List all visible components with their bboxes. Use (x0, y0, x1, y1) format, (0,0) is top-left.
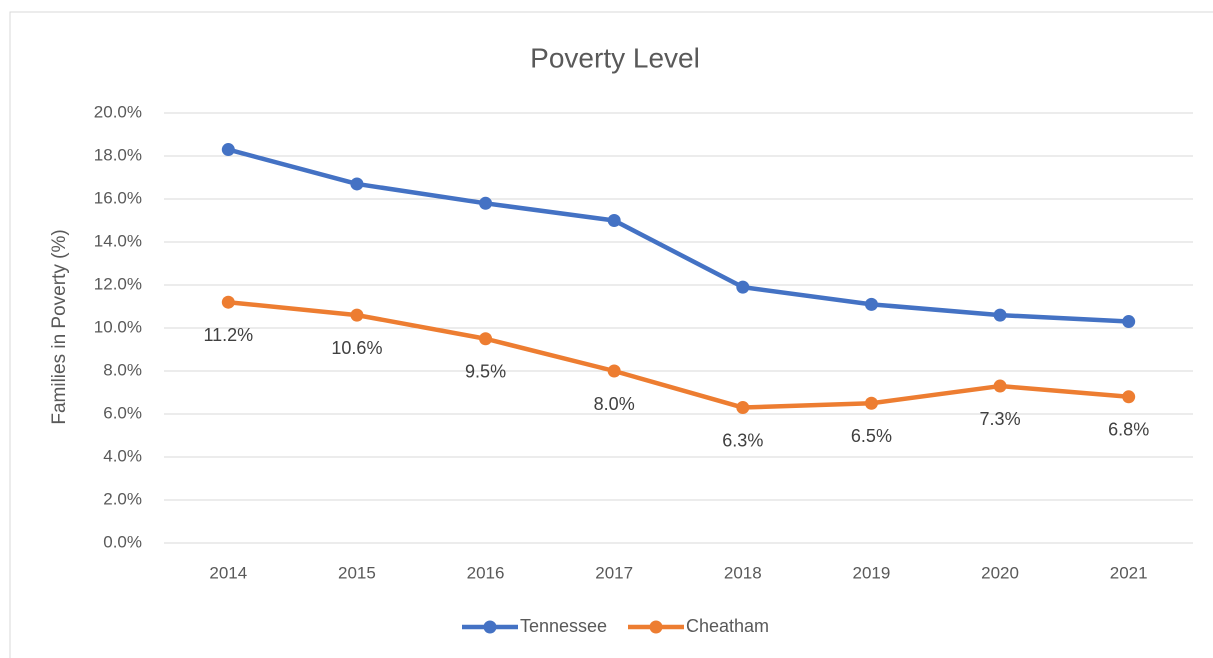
data-point (864, 396, 878, 410)
legend-label: Cheatham (686, 616, 769, 636)
data-label: 9.5% (465, 362, 506, 382)
data-point (607, 214, 621, 227)
data-point (221, 295, 235, 309)
y-tick-label: 16.0% (94, 188, 142, 207)
x-tick-label: 2020 (981, 563, 1019, 582)
legend-marker (483, 620, 497, 634)
y-tick-label: 14.0% (94, 231, 142, 250)
x-tick-label: 2015 (338, 563, 376, 582)
data-label: 11.2% (203, 325, 253, 345)
data-label: 6.3% (722, 430, 763, 450)
data-label: 7.3% (980, 409, 1021, 429)
x-tick-label: 2021 (1110, 563, 1148, 582)
chart-title: Poverty Level (530, 42, 700, 73)
data-point (993, 308, 1007, 322)
data-point (736, 280, 750, 294)
data-label: 6.5% (851, 426, 892, 446)
data-point (993, 379, 1007, 393)
series-line (228, 299, 1129, 410)
data-point (479, 332, 493, 346)
legend-label: Tennessee (520, 616, 607, 636)
y-tick-label: 4.0% (103, 446, 142, 465)
legend-marker (649, 620, 663, 634)
data-point (736, 401, 750, 415)
data-label: 6.8% (1108, 420, 1149, 440)
data-point (1122, 315, 1136, 329)
y-tick-label: 6.0% (103, 403, 142, 422)
x-tick-label: 2016 (467, 563, 505, 582)
x-tick-label: 2019 (853, 563, 891, 582)
y-axis-label: Families in Poverty (%) (49, 229, 70, 424)
x-tick-label: 2014 (209, 563, 247, 582)
y-tick-label: 2.0% (103, 489, 142, 508)
data-point (350, 308, 364, 322)
y-tick-label: 20.0% (94, 102, 142, 121)
data-point (607, 364, 621, 378)
data-point (221, 143, 235, 157)
y-tick-label: 10.0% (94, 317, 142, 336)
series-line (227, 147, 1129, 324)
data-label: 10.6% (331, 338, 382, 358)
y-tick-label: 12.0% (94, 274, 142, 293)
data-point (479, 196, 493, 210)
chart-frame (9, 11, 1213, 658)
y-tick-label: 18.0% (94, 145, 142, 164)
data-point (1122, 390, 1136, 404)
x-tick-label: 2018 (724, 563, 762, 582)
data-label: 8.0% (594, 394, 635, 414)
data-point (350, 177, 364, 191)
data-point (864, 297, 878, 311)
y-tick-label: 8.0% (103, 360, 142, 379)
x-tick-label: 2017 (595, 563, 633, 582)
y-tick-label: 0.0% (103, 532, 142, 551)
